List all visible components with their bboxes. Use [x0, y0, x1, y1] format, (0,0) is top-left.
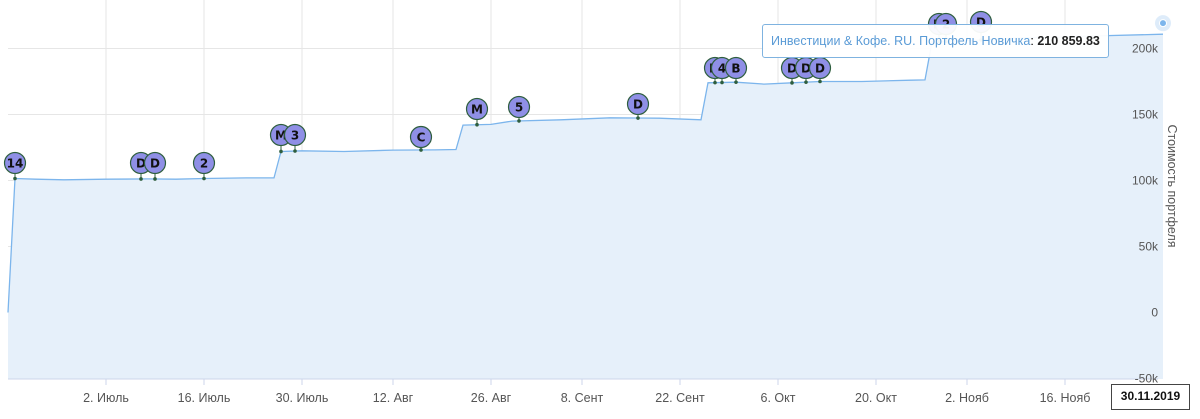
event-flag-anchor [720, 80, 724, 85]
event-flag-label: 5 [515, 101, 523, 115]
crosshair-date-label: 30.11.2019 [1111, 384, 1190, 410]
event-flag-anchor [636, 116, 640, 120]
y-tick-label: 150k [1132, 108, 1159, 122]
y-tick-label: 0 [1151, 306, 1158, 320]
event-flag-anchor [517, 119, 521, 123]
event-flag-label: 4 [718, 62, 726, 76]
event-flag-anchor [279, 149, 283, 154]
event-flag-bubble [465, 97, 489, 121]
x-tick-label: 22. Сент [655, 391, 705, 405]
x-tick-label: 16. Нояб [1040, 391, 1091, 405]
x-axis: 2. Июль 16. Июль 30. Июль 12. Авг 26. Авг 8. … [8, 378, 1158, 405]
event-flag-bubble [143, 151, 167, 175]
event-flag-label: D [136, 157, 146, 171]
event-flag-label: B [731, 62, 740, 76]
event-flag-anchor [202, 176, 206, 181]
y-tick-label: 100k [1132, 174, 1159, 188]
event-flag-label: D [787, 62, 797, 76]
x-tick-label: 12. Авг [373, 391, 414, 405]
event-flag-anchor [139, 177, 143, 181]
event-flag-anchor [13, 176, 17, 181]
event-flag-anchor [153, 177, 157, 181]
event-flag[interactable]: 3 [283, 123, 307, 153]
event-flag[interactable]: D [626, 92, 650, 120]
event-flag-anchor [790, 81, 794, 85]
x-tick-label: 30. Июль [276, 391, 329, 405]
event-flag-anchor [419, 148, 423, 152]
tooltip-series-name: Инвестиции & Кофе. RU. Портфель Новичка [771, 34, 1031, 48]
series-area [7, 15, 1171, 379]
event-flag-label: 2 [200, 157, 208, 171]
event-flag-anchor [475, 122, 479, 127]
event-flag-bubble [507, 95, 531, 119]
series-area-fill [8, 34, 1163, 379]
event-flag-label: D [976, 16, 986, 30]
event-flag-label: D [633, 98, 643, 112]
y-tick-label: 200k [1132, 42, 1159, 56]
x-tick-label: 16. Июль [178, 391, 231, 405]
event-flag-label: M [275, 129, 287, 143]
event-flag-anchor [818, 79, 822, 84]
x-tick-label: 26. Авг [471, 391, 512, 405]
tooltip-value: 210 859.83 [1037, 34, 1100, 48]
event-flag-bubble [3, 151, 27, 175]
event-flag-bubble [626, 92, 650, 116]
series-line [7, 33, 1164, 313]
event-flag-bubble [724, 56, 748, 80]
event-flag-anchor [713, 80, 717, 85]
event-flag[interactable]: B [724, 56, 748, 84]
event-flag[interactable]: 2 [192, 151, 216, 181]
event-flag[interactable]: C [409, 125, 433, 152]
event-flag-anchor [804, 80, 808, 84]
event-flag[interactable]: D [143, 151, 167, 181]
event-flag[interactable]: D [808, 56, 832, 84]
event-flag-label: C [417, 131, 426, 145]
y-tick-label: 50k [1139, 240, 1159, 254]
x-tick-label: 20. Окт [855, 391, 897, 405]
tooltip-separator: : [1030, 34, 1038, 48]
event-flag[interactable]: 14 [3, 151, 27, 181]
y-axis-title: Стоимость портфеля [1165, 124, 1179, 247]
y-axis: -50k 0 50k 100k 150k 200k [1132, 42, 1159, 386]
event-flag-label: D [150, 157, 160, 171]
event-flag-label: D [801, 62, 811, 76]
x-tick-label: 6. Окт [761, 391, 796, 405]
event-flag-label: D [815, 62, 825, 76]
hover-marker [1159, 19, 1167, 28]
event-flag-anchor [293, 149, 297, 153]
event-flag-anchor [734, 80, 738, 84]
event-flags: 14DD2M3CM5DM4BDDDM2D [3, 10, 993, 181]
event-flag-bubble [192, 151, 216, 175]
x-tick-label: 2. Июль [83, 391, 129, 405]
y-tick-label: -50k [1135, 372, 1159, 386]
x-tick-label: 8. Сент [561, 391, 604, 405]
event-flag-label: 14 [7, 157, 24, 171]
event-flag-bubble [283, 123, 307, 147]
event-flag-label: 3 [291, 129, 299, 143]
event-flag-label: M [471, 103, 483, 117]
event-flag[interactable]: 5 [507, 95, 531, 123]
x-tick-label: 2. Нояб [945, 391, 989, 405]
event-flag-bubble [409, 125, 433, 149]
event-flag[interactable]: M [465, 97, 489, 127]
series-tooltip: Инвестиции & Кофе. RU. Портфель Новичка:… [762, 24, 1109, 58]
